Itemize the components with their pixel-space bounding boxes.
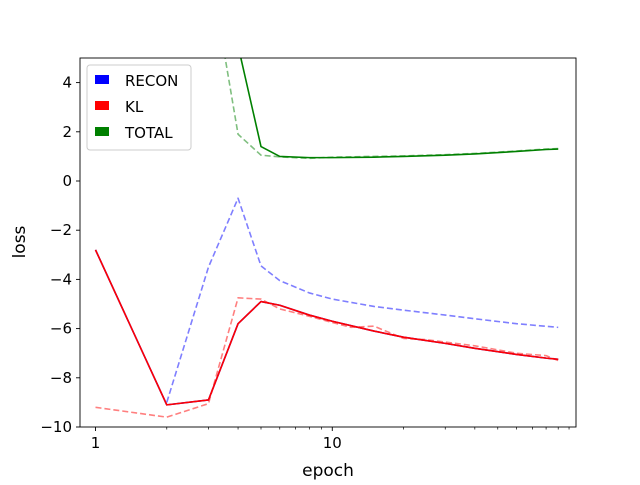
series-line-series-dashed-4 xyxy=(95,297,559,418)
y-tick-label: −4 xyxy=(50,270,72,288)
series-line-kl-solid-1 xyxy=(94,249,559,406)
series-line-series-dashed-5 xyxy=(224,58,559,160)
y-tick-label: 2 xyxy=(62,123,72,141)
y-tick-label: 0 xyxy=(62,172,72,190)
legend-label-recon: RECON xyxy=(125,72,178,90)
legend-swatch-total xyxy=(95,127,109,136)
legend-box xyxy=(86,64,192,151)
y-tick-label: 4 xyxy=(62,74,72,92)
x-axis-label: epoch xyxy=(302,461,354,480)
legend-swatch-recon xyxy=(95,75,109,84)
tick-layer: −10 −8 −6 −4 −2 0 2 4 1 10 xyxy=(40,74,570,452)
x-tick-label: 1 xyxy=(91,434,101,452)
series-line-recon-solid-0 xyxy=(94,249,559,406)
series-layer xyxy=(94,58,559,418)
series-line-series-dashed-3 xyxy=(166,197,559,403)
y-tick-label: −8 xyxy=(50,369,72,387)
series-line-total-solid-2 xyxy=(240,58,559,159)
legend-label-kl: KL xyxy=(125,98,144,116)
legend-label-total: TOTAL xyxy=(124,124,173,142)
legend: RECON KL TOTAL xyxy=(86,64,192,151)
x-tick-label: 10 xyxy=(323,434,342,452)
legend-swatch-kl xyxy=(95,101,109,110)
y-tick-label: −6 xyxy=(50,320,72,338)
y-tick-label: −2 xyxy=(50,221,72,239)
plot-frame xyxy=(79,57,577,428)
y-tick-label: −10 xyxy=(40,418,72,436)
y-axis-label: loss xyxy=(10,225,30,258)
